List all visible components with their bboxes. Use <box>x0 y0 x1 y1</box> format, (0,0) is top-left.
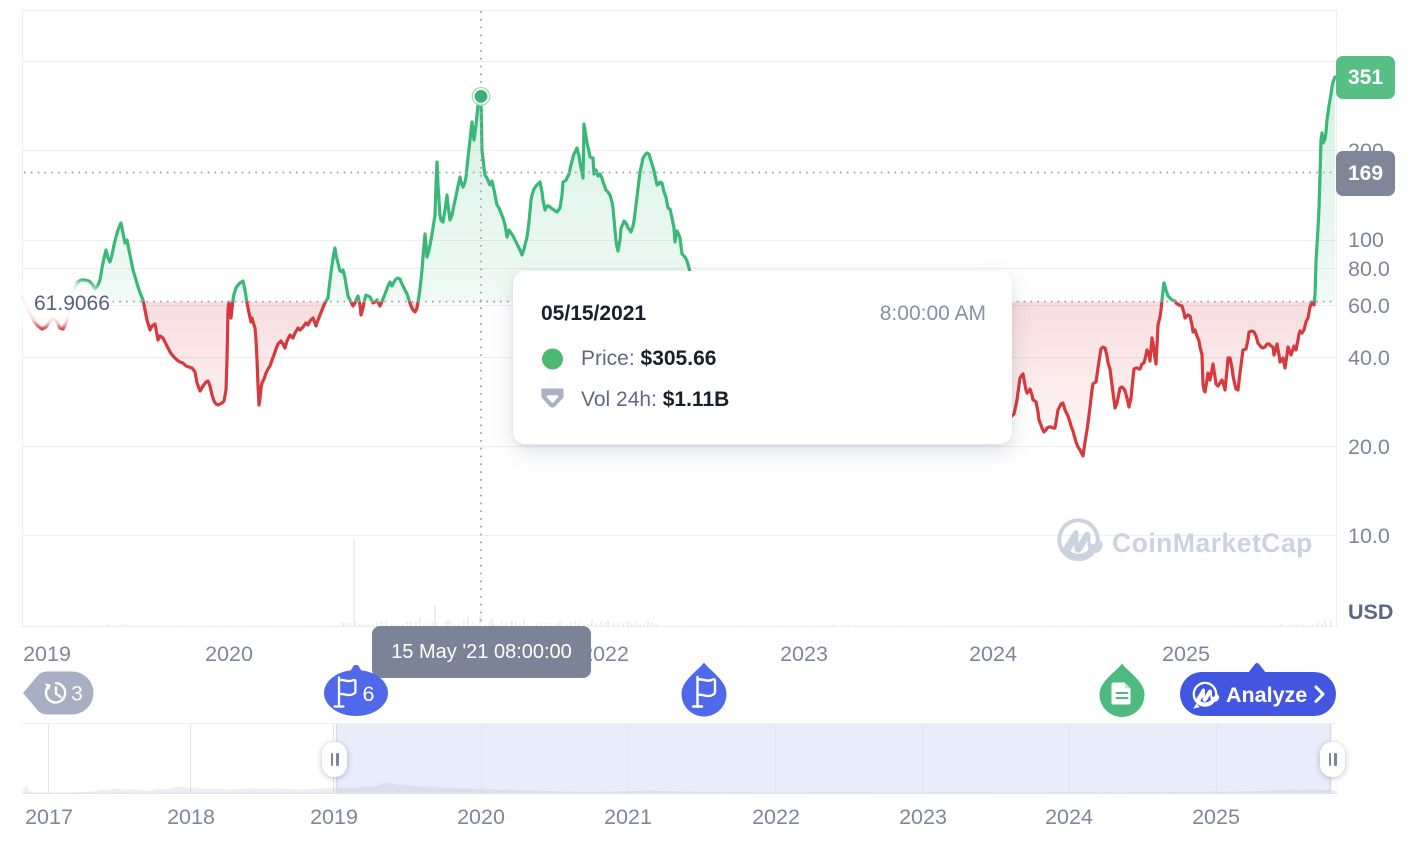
svg-text:2022: 2022 <box>752 805 800 829</box>
svg-text:USD: USD <box>1348 600 1393 624</box>
svg-text:CoinMarketCap: CoinMarketCap <box>1112 528 1313 558</box>
svg-text:2019: 2019 <box>23 642 71 666</box>
svg-text:10.0: 10.0 <box>1348 524 1390 548</box>
svg-text:2025: 2025 <box>1162 642 1210 666</box>
svg-text:2023: 2023 <box>899 805 947 829</box>
svg-text:2023: 2023 <box>780 642 828 666</box>
svg-text:2024: 2024 <box>969 642 1017 666</box>
svg-text:2018: 2018 <box>167 805 215 829</box>
svg-text:40.0: 40.0 <box>1348 346 1390 370</box>
svg-text:60.0: 60.0 <box>1348 294 1390 318</box>
svg-text:20.0: 20.0 <box>1348 435 1390 459</box>
svg-text:2021: 2021 <box>604 805 652 829</box>
svg-text:2024: 2024 <box>1045 805 1093 829</box>
svg-text:80.0: 80.0 <box>1348 257 1390 281</box>
svg-text:Analyze: Analyze <box>1226 683 1307 707</box>
svg-text:100: 100 <box>1348 228 1384 252</box>
svg-text:2020: 2020 <box>457 805 505 829</box>
svg-text:2017: 2017 <box>25 805 73 829</box>
svg-text:2025: 2025 <box>1192 805 1240 829</box>
svg-text:2020: 2020 <box>205 642 253 666</box>
svg-text:6: 6 <box>363 682 375 706</box>
svg-text:3: 3 <box>71 683 83 706</box>
svg-text:2019: 2019 <box>310 805 358 829</box>
